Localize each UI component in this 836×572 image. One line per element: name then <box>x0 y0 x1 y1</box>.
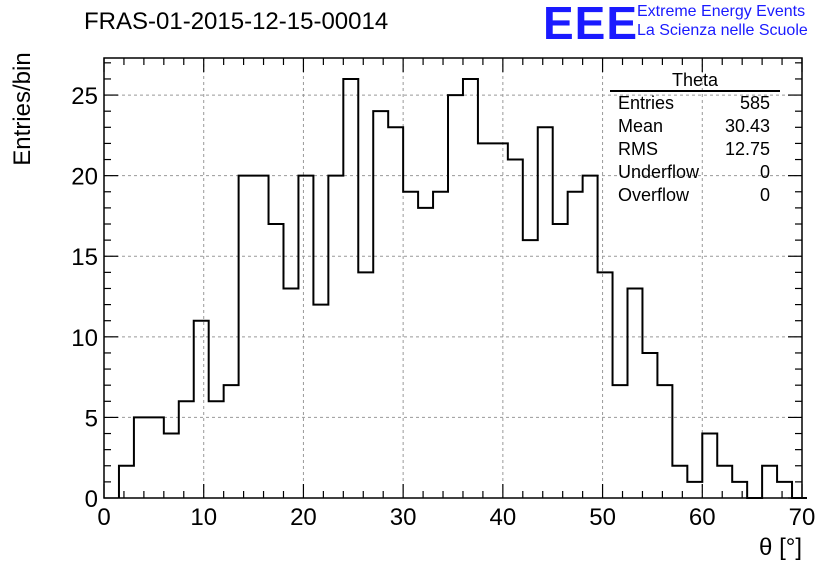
histogram-bin <box>598 272 613 498</box>
stats-label: Entries <box>618 93 675 113</box>
x-tick-label: 70 <box>789 504 816 531</box>
plot-frame <box>103 57 803 499</box>
y-tick-label: 20 <box>71 164 98 191</box>
x-tick-label: 40 <box>490 504 517 531</box>
histogram-bin <box>777 482 792 498</box>
histogram-bin <box>687 482 702 498</box>
histogram-bin <box>613 385 628 498</box>
stats-row: Overflow 0 <box>610 184 780 207</box>
histogram-bin <box>762 466 777 498</box>
histogram-bin <box>478 143 493 498</box>
histogram-bin <box>388 127 403 498</box>
stats-label: RMS <box>618 139 658 159</box>
histogram-bin <box>628 288 643 498</box>
stats-title: Theta <box>610 70 780 92</box>
histogram-bin <box>418 208 433 498</box>
histogram-bin <box>164 434 179 498</box>
histogram-bin <box>508 160 523 498</box>
histogram-bin <box>239 176 254 498</box>
histogram-bin <box>717 466 732 498</box>
histogram-bin <box>119 466 134 498</box>
histogram-bin <box>209 401 224 498</box>
histogram-bin <box>463 79 478 498</box>
x-tick-label: 60 <box>689 504 716 531</box>
histogram-bin <box>313 305 328 498</box>
histogram-bin <box>283 288 298 498</box>
grid-lines <box>104 58 802 498</box>
stats-value: 0 <box>759 185 770 205</box>
y-axis-label: Entries/bin <box>9 52 36 166</box>
histogram-bin <box>358 272 373 498</box>
histogram-bin <box>493 143 508 498</box>
x-tick-label: 30 <box>390 504 417 531</box>
plot-title: FRAS-01-2015-12-15-00014 <box>84 8 389 35</box>
stats-row: Underflow 0 <box>610 161 780 184</box>
stats-box: Theta Entries 585 Mean 30.43 RMS 12.75 U… <box>610 70 780 207</box>
x-tick-label: 50 <box>589 504 616 531</box>
stats-label: Overflow <box>618 185 690 205</box>
histogram-bin <box>732 482 747 498</box>
histogram-bin <box>194 321 209 498</box>
histogram-bin <box>343 79 358 498</box>
histogram-bin <box>373 111 388 498</box>
stats-label: Mean <box>618 116 664 136</box>
histogram-bin <box>672 466 687 498</box>
stats-value: 585 <box>739 93 770 113</box>
histogram-bin <box>134 417 149 498</box>
x-axis-label: θ [°] <box>759 534 802 561</box>
histogram-bin <box>149 417 164 498</box>
histogram-bin <box>328 176 343 498</box>
histogram-bin <box>553 224 568 498</box>
y-tick-label: 0 <box>85 486 98 513</box>
stats-value: 12.75 <box>724 139 770 159</box>
eee-logo-caption: Extreme Energy Events La Scienza nelle S… <box>637 2 808 40</box>
histogram-bin <box>403 192 418 498</box>
histogram-bin <box>179 401 194 498</box>
histogram-bars <box>117 77 807 499</box>
histogram-bin <box>538 127 553 498</box>
y-tick-label: 10 <box>71 325 98 352</box>
y-tick-label: 25 <box>71 83 98 110</box>
histogram-bin <box>448 95 463 498</box>
histogram-bin <box>269 224 284 498</box>
histogram-bin <box>433 192 448 498</box>
stats-row: Mean 30.43 <box>610 115 780 138</box>
histogram-bin <box>224 385 239 498</box>
y-tick-label: 5 <box>85 405 98 432</box>
histogram-bin <box>657 385 672 498</box>
stats-row: RMS 12.75 <box>610 138 780 161</box>
stats-value: 30.43 <box>724 116 770 136</box>
axis-ticks <box>103 58 803 499</box>
logo-line-1: Extreme Energy Events <box>637 3 806 20</box>
x-tick-label: 10 <box>190 504 217 531</box>
y-tick-label: 15 <box>71 244 98 271</box>
eee-logo: EEE <box>543 0 639 49</box>
logo-line-2: La Scienza nelle Scuole <box>637 22 808 39</box>
stats-value: 0 <box>759 162 770 182</box>
stats-row: Entries 585 <box>610 92 780 115</box>
histogram-bin <box>702 434 717 498</box>
axis-tick-labels: 0 10 20 30 40 50 60 70 0 5 10 15 20 25 <box>71 83 815 531</box>
histogram-outline <box>117 77 807 499</box>
histogram-bin <box>523 240 538 498</box>
x-tick-label: 20 <box>290 504 317 531</box>
x-tick-label: 0 <box>97 504 110 531</box>
histogram-bin <box>298 176 313 498</box>
histogram-bin <box>568 192 583 498</box>
histogram-bin <box>642 353 657 498</box>
stats-label: Underflow <box>618 162 700 182</box>
